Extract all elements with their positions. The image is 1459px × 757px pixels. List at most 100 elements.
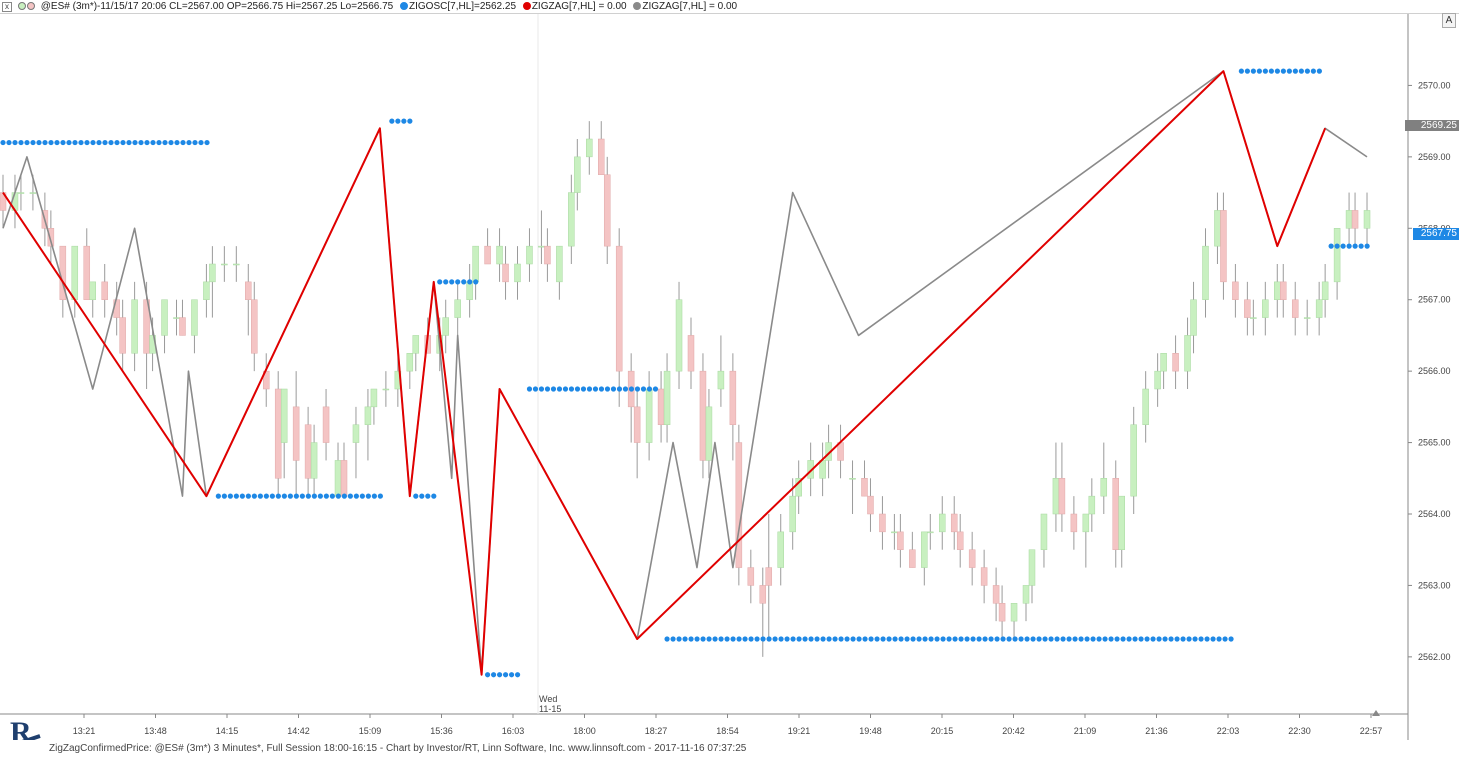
zigosc-dot xyxy=(401,118,407,124)
candle xyxy=(1220,192,1227,300)
zigosc-dot xyxy=(1280,68,1286,74)
candle-body xyxy=(382,388,390,391)
zigosc-dot xyxy=(670,636,676,642)
candle-body xyxy=(47,228,55,247)
zigosc-dot xyxy=(1340,243,1346,249)
candle xyxy=(233,246,240,282)
zigosc-dot xyxy=(299,493,305,499)
candle xyxy=(364,389,372,461)
zigosc-label[interactable]: ZIGOSC[7,HL]=2562.25 xyxy=(409,1,517,12)
candle xyxy=(909,531,916,568)
candle-body xyxy=(29,192,37,194)
zigosc-dot xyxy=(1060,636,1066,642)
zigosc-dot xyxy=(108,139,114,146)
zigosc-dot xyxy=(1216,636,1222,642)
candle-body xyxy=(1280,281,1287,300)
candle-body xyxy=(1315,299,1323,318)
candle-body xyxy=(1088,495,1096,515)
candle xyxy=(729,353,737,461)
candle-body xyxy=(454,299,461,318)
candle-body xyxy=(657,388,665,425)
zigosc-dot xyxy=(395,118,401,124)
candle xyxy=(83,228,91,300)
candle-body xyxy=(939,513,946,533)
candle xyxy=(191,299,198,354)
zigzag-red-polyline xyxy=(2,70,1327,676)
candle xyxy=(1190,281,1197,354)
zigosc-dot xyxy=(886,636,892,642)
candle-body xyxy=(1345,210,1353,229)
zigosc-dot xyxy=(562,386,569,392)
zigosc-dot xyxy=(1030,636,1036,642)
candle-body xyxy=(466,281,473,300)
zigosc-dot xyxy=(233,493,239,499)
candle-body xyxy=(364,406,372,425)
zigosc-dot xyxy=(275,493,281,499)
candle-body xyxy=(598,138,605,175)
candle-body xyxy=(1262,299,1269,318)
candle-body xyxy=(1244,299,1251,318)
candle-body xyxy=(1291,299,1299,318)
candle-body xyxy=(245,281,252,300)
candle xyxy=(968,531,976,586)
chart-footer: ZigZagConfirmedPrice: @ES# (3m*) 3 Minut… xyxy=(0,740,1459,757)
zigosc-dot xyxy=(60,139,66,146)
candle xyxy=(1280,264,1287,318)
candle-body xyxy=(1214,210,1221,247)
candle xyxy=(526,228,533,282)
zigosc-level-badge: 2567.75 xyxy=(1413,228,1459,240)
zigosc-dot xyxy=(844,636,850,642)
candle xyxy=(633,389,641,479)
zigosc-dot xyxy=(628,386,635,392)
auto-scale-button[interactable]: A xyxy=(1442,13,1456,28)
candle-body xyxy=(867,495,874,515)
candle xyxy=(598,121,605,175)
zigosc-dot xyxy=(1192,636,1198,642)
close-icon[interactable]: x xyxy=(2,2,12,12)
candle-body xyxy=(735,442,743,568)
zigosc-dot xyxy=(455,279,461,285)
candle-body xyxy=(615,245,623,372)
zigosc-dot xyxy=(323,493,329,499)
candle xyxy=(927,514,934,550)
zigosc-dot xyxy=(1228,636,1234,642)
candle xyxy=(1088,478,1096,532)
zigosc-dot xyxy=(150,139,156,146)
series-label[interactable]: @ES# (3m*)-11/15/17 20:06 CL=2567.00 OP=… xyxy=(40,1,394,12)
zigosc-dot xyxy=(287,493,293,499)
candle-body xyxy=(747,567,755,586)
candle-body xyxy=(568,192,575,247)
zigosc-dot xyxy=(1168,636,1174,642)
candle-body xyxy=(1118,495,1125,550)
candle xyxy=(47,210,55,264)
candle-body xyxy=(1142,388,1149,425)
price-chart[interactable]: 2562.00 2563.00 2564.00 2565.00 2566.00 2567.… xyxy=(0,14,1459,740)
candle-body xyxy=(1028,549,1036,586)
zigosc-dot xyxy=(988,636,994,642)
zigosc-dot xyxy=(616,386,623,392)
zigzag-red-label[interactable]: ZIGZAG[7,HL] = 0.00 xyxy=(531,1,627,12)
candle-body xyxy=(1040,513,1048,550)
zigosc-dot xyxy=(18,139,24,146)
candle xyxy=(1028,549,1036,604)
time-tick-label: 18:27 xyxy=(645,726,668,736)
candle xyxy=(574,139,581,211)
zigzag-gray-label[interactable]: ZIGZAG[7,HL] = 0.00 xyxy=(642,1,738,12)
candle-body xyxy=(956,531,964,550)
candle-body xyxy=(71,245,79,300)
zigosc-dot xyxy=(850,636,856,642)
zigosc-dot xyxy=(760,636,766,642)
zigosc-dot xyxy=(1352,243,1358,249)
candle-body xyxy=(1160,353,1167,372)
zigosc-dot xyxy=(706,636,712,642)
zigosc-dot xyxy=(24,139,30,146)
candle-body xyxy=(645,388,653,443)
zigosc-dot xyxy=(982,636,988,642)
zigosc-dot xyxy=(622,386,629,392)
candle xyxy=(568,174,575,264)
zigosc-dot xyxy=(138,139,144,146)
candle-body xyxy=(687,335,695,372)
candle xyxy=(1202,228,1209,318)
zigosc-dot xyxy=(832,636,838,642)
zigosc-dot xyxy=(431,493,437,499)
